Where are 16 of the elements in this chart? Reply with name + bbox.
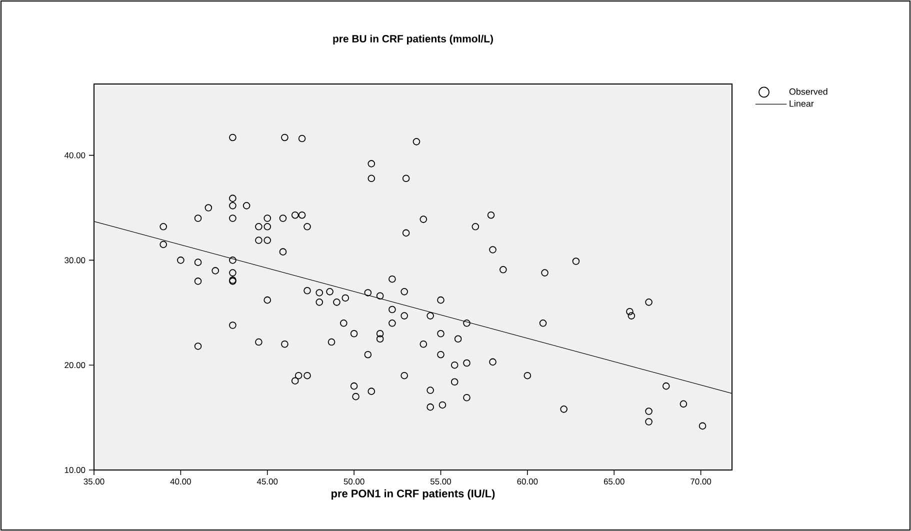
x-tick-label: 70.00 <box>690 478 712 485</box>
x-tick-label: 45.00 <box>256 478 278 485</box>
x-tick-label: 65.00 <box>604 478 624 485</box>
x-tick-label: 50.00 <box>344 478 364 485</box>
y-tick-label: 30.00 <box>64 257 86 264</box>
x-axis-title: pre PON1 in CRF patients (IU/L) <box>332 489 495 500</box>
x-tick-label: 35.00 <box>84 478 104 485</box>
legend-label: Linear <box>790 100 814 107</box>
y-tick-label: 40.00 <box>64 152 86 158</box>
legend-label: Observed <box>789 88 828 95</box>
y-tick-label: 20.00 <box>64 362 86 368</box>
x-tick-label: 55.00 <box>430 478 452 485</box>
chart-title: pre BU in CRF patients (mmol/L) <box>333 34 493 44</box>
x-tick-label: 60.00 <box>517 478 538 485</box>
y-tick-label: 10.00 <box>64 467 86 473</box>
x-tick-label: 40.00 <box>170 478 191 485</box>
